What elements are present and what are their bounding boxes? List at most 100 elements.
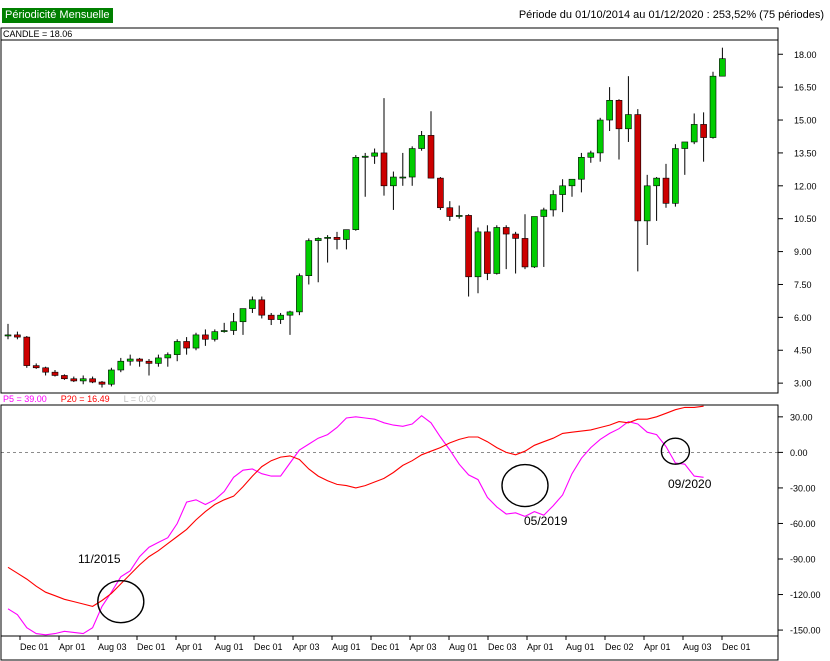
candle-body: [286, 311, 294, 316]
candle: [719, 47, 726, 77]
candle-body: [634, 114, 642, 222]
candle: [427, 111, 435, 179]
indicator-pane: [0, 404, 779, 637]
indicator-tick-label: -60.00: [790, 519, 816, 529]
candle-body: [399, 176, 407, 179]
x-tick-label: Dec 01: [722, 642, 751, 652]
candle-body: [502, 227, 510, 235]
periodicity-badge[interactable]: Périodicité Mensuelle: [2, 8, 113, 23]
x-tick-label: Dec 01: [20, 642, 49, 652]
candle-body: [690, 124, 698, 143]
candle-body: [700, 124, 707, 138]
candle-body: [559, 185, 566, 195]
annotation-circle: [660, 437, 691, 465]
price-legend-label: CANDLE = 18.06: [3, 29, 72, 39]
candle: [446, 201, 454, 221]
candle: [653, 177, 660, 221]
candle: [239, 308, 247, 335]
price-tick-label: 4.50: [794, 346, 812, 356]
candle: [89, 376, 96, 384]
candle: [437, 177, 444, 210]
candle-body: [108, 369, 115, 385]
candle: [183, 337, 190, 355]
indicator-tick-label: -120.00: [790, 590, 821, 600]
x-tick-label: Apr 01: [176, 642, 203, 652]
candle: [390, 171, 397, 210]
candle-body: [155, 357, 162, 364]
candle-body: [709, 75, 717, 138]
candle: [521, 214, 529, 270]
candle: [418, 130, 425, 151]
candle: [42, 366, 49, 376]
candle-body: [173, 341, 181, 355]
candle-body: [512, 233, 519, 239]
candle-body: [587, 152, 595, 158]
candle: [474, 227, 482, 294]
candle: [672, 144, 679, 207]
candle-body: [230, 321, 237, 331]
candle-body: [23, 336, 31, 366]
x-tick-label: Dec 01: [371, 642, 400, 652]
candle-body: [408, 148, 416, 178]
candle-body: [672, 148, 679, 204]
indicator-legend-item: L = 0.00: [124, 394, 156, 404]
candle: [371, 148, 378, 164]
x-tick-label: Aug 01: [215, 642, 244, 652]
candle: [32, 363, 40, 369]
price-tick-label: 12.00: [794, 181, 817, 191]
candle: [512, 231, 519, 274]
candle-body: [305, 240, 313, 276]
indicator-tick-label: -30.00: [790, 483, 816, 493]
indicator-series: [7, 405, 704, 636]
candle: [267, 312, 275, 326]
candle: [559, 179, 566, 213]
x-tick-label: Aug 01: [332, 642, 361, 652]
candle: [625, 76, 632, 142]
price-tick-label: 18.00: [794, 50, 817, 60]
price-tick-label: 9.00: [794, 247, 812, 257]
candle-body: [136, 358, 143, 362]
candle: [587, 150, 595, 163]
candle-body: [540, 209, 548, 217]
candle: [465, 214, 472, 297]
x-tick-label: Apr 01: [59, 642, 86, 652]
x-axis-band: [0, 635, 779, 661]
candle: [493, 225, 501, 275]
candle-body: [427, 135, 435, 179]
candle: [314, 237, 322, 283]
candle: [258, 296, 266, 319]
x-axis: Dec 01 Apr 01 Aug 03 Dec 01 Apr 01 Aug 01 Dec …: [0, 635, 779, 661]
candle: [484, 225, 491, 281]
indicator-legend-item: P5 = 39.00: [3, 394, 47, 404]
candle-body: [314, 238, 322, 241]
candle: [399, 152, 407, 186]
candle-body: [484, 231, 491, 274]
candle-body: [578, 157, 585, 180]
candle: [173, 339, 181, 362]
x-tick-label: Apr 01: [527, 642, 554, 652]
candle: [14, 331, 21, 340]
candle-body: [455, 215, 463, 217]
candle: [230, 312, 237, 335]
candle: [277, 312, 284, 324]
candle-body: [474, 231, 482, 278]
indicator-line: [7, 414, 704, 636]
indicator-tick-label: -150.00: [790, 626, 821, 636]
candle: [51, 369, 59, 377]
candle-body: [32, 365, 40, 369]
candle-body: [681, 141, 689, 149]
x-tick-label: Aug 01: [449, 642, 478, 652]
candle: [361, 152, 369, 197]
candle: [117, 357, 125, 373]
indicator-legend-item: P20 = 16.49: [61, 394, 110, 404]
candle-body: [98, 381, 106, 385]
candle-body: [164, 354, 172, 359]
candle-body: [79, 378, 87, 382]
candle-body: [324, 237, 331, 239]
candle: [70, 376, 78, 383]
candle: [690, 113, 698, 145]
indicator-tick-label: -90.00: [790, 555, 816, 565]
candle-body: [89, 378, 96, 383]
candle: [540, 207, 548, 267]
